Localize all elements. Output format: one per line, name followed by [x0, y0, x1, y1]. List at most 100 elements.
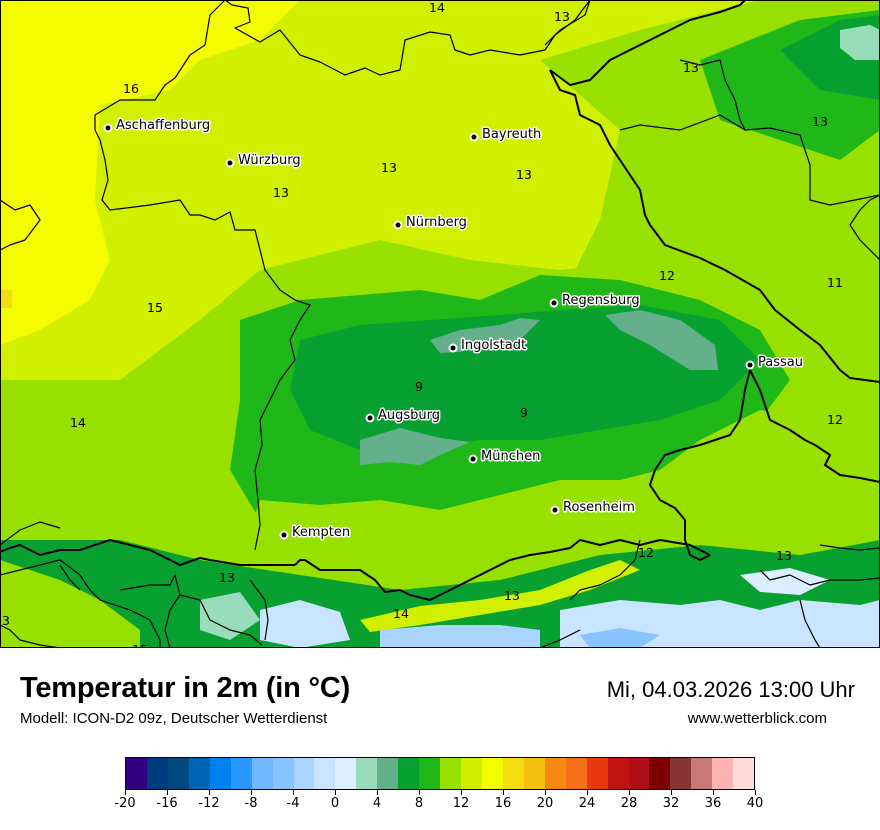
zone-16: [0, 0, 300, 345]
colorbar-tick-label: 32: [662, 796, 680, 811]
zone-alps-snow-1: [260, 600, 350, 648]
isotherm-labels: 14 13 13 16 13 13 13 13 12 11 15 9 12 14 9 12 13 13 13 14 3 1…: [2, 0, 843, 648]
colorbar-segment: [712, 758, 734, 789]
zone-alps-mint: [200, 592, 260, 640]
city-dot-icon: [551, 300, 557, 306]
zone-warm-spot: [0, 290, 12, 308]
colorbar-segment: [628, 758, 650, 789]
colorbar-tick: [209, 790, 210, 795]
colorbar-tick-label: 4: [372, 796, 382, 811]
colorbar-segment: [461, 758, 482, 789]
city-markers: Aschaffenburg Würzburg Bayreuth Nürnberg Reg…: [103, 117, 804, 542]
colorbar-segment: [126, 758, 147, 789]
isotherm-label: 14: [70, 415, 86, 430]
colorbar-tick-label: -8: [244, 796, 258, 811]
colorbar-tick: [335, 790, 336, 795]
colorbar-segment: [544, 758, 566, 789]
colorbar-segment: [356, 758, 378, 789]
city-mnchen[interactable]: München: [468, 448, 542, 466]
isotherm-label: 13: [776, 548, 792, 563]
city-label: Würzburg: [238, 153, 301, 168]
colorbar-segment: [419, 758, 441, 789]
isotherm-label: 13: [683, 60, 699, 75]
isotherm-label: 9: [415, 379, 423, 394]
temperature-map[interactable]: 14 13 13 16 13 13 13 13 12 11 15 9 12 14 9 12 13 13 13 14 3 1…: [0, 0, 880, 648]
colorbar-segment: [146, 758, 168, 789]
city-dot-icon: [552, 507, 558, 513]
colorbar-segment: [481, 758, 503, 789]
isotherm-label: 14: [393, 606, 409, 621]
colorbar-segment: [607, 758, 629, 789]
isotherm-label: 16: [123, 81, 139, 96]
isotherm-label: 13: [554, 9, 570, 24]
colorbar-segment: [691, 758, 713, 789]
city-dot-icon: [227, 160, 233, 166]
zone-6-ingolstadt: [430, 318, 540, 353]
colorbar-tick-label: 36: [704, 796, 722, 811]
isotherm-label: 13: [516, 167, 532, 182]
colorbar-segment: [272, 758, 294, 789]
city-dot-icon: [281, 532, 287, 538]
isotherm-label: 3: [2, 613, 10, 628]
colorbar-segment: [293, 758, 315, 789]
isotherm-label: 13: [381, 160, 397, 175]
zone-6-ne: [840, 25, 880, 60]
city-label: Ingolstadt: [461, 338, 526, 353]
isotherm-label: 15: [132, 642, 148, 648]
colorbar-tick: [503, 790, 504, 795]
colorbar-tick: [587, 790, 588, 795]
zone-alps-valley: [360, 560, 640, 632]
colorbar-segment: [565, 758, 587, 789]
city-kempten[interactable]: Kempten: [279, 524, 352, 542]
isotherm-label: 13: [219, 570, 235, 585]
colorbar-tick: [629, 790, 630, 795]
isotherm-label: 9: [520, 405, 528, 420]
colorbar-tick-label: -20: [114, 796, 136, 811]
colorbar-tick-label: 40: [746, 796, 764, 811]
isotherm-label: 13: [273, 185, 289, 200]
colorbar-segment: [230, 758, 252, 789]
zone-16-b: [0, 0, 120, 230]
city-nrnberg[interactable]: Nürnberg: [393, 214, 468, 232]
city-rosenheim[interactable]: Rosenheim: [550, 499, 636, 517]
isotherm-label: 13: [504, 588, 520, 603]
city-dot-icon: [470, 456, 476, 462]
colorbar-segment: [251, 758, 273, 789]
city-dot-icon: [471, 134, 477, 140]
colorbar-tick: [293, 790, 294, 795]
colorbar-tick-label: 16: [494, 796, 512, 811]
colorbar-segment: [733, 758, 755, 789]
isotherm-label: 14: [429, 0, 445, 15]
city-ingolstadt[interactable]: Ingolstadt: [448, 337, 528, 355]
city-dot-icon: [105, 125, 111, 131]
zone-alps-snow-2: [380, 625, 540, 648]
colorbar-tick-label: 0: [330, 796, 340, 811]
website-link[interactable]: www.wetterblick.com: [687, 710, 827, 727]
zone-6-augsburg: [360, 428, 470, 465]
city-label: Regensburg: [562, 293, 640, 308]
isotherm-label: 12: [659, 268, 675, 283]
city-label: Passau: [758, 355, 803, 370]
colorbar-segment: [377, 758, 399, 789]
city-label: Aschaffenburg: [116, 118, 210, 133]
city-aschaffenburg[interactable]: Aschaffenburg: [103, 117, 212, 135]
colorbar-segment: [649, 758, 671, 789]
colorbar-tick: [755, 790, 756, 795]
colorbar-tick: [671, 790, 672, 795]
colorbar-segment: [335, 758, 357, 789]
city-bayreuth[interactable]: Bayreuth: [469, 126, 543, 144]
model-subtitle: Modell: ICON-D2 09z, Deutscher Wetterdie…: [20, 710, 328, 727]
colorbar-tick: [713, 790, 714, 795]
colorbar-tick-label: -16: [156, 796, 178, 811]
colorbar-segment: [167, 758, 189, 789]
colorbar-segment: [398, 758, 420, 789]
city-passau[interactable]: Passau: [745, 354, 804, 372]
isotherm-label: 12: [827, 412, 843, 427]
colorbar-segment: [440, 758, 461, 789]
city-augsburg[interactable]: Augsburg: [365, 407, 442, 425]
city-wrzburg[interactable]: Würzburg: [225, 152, 302, 170]
city-regensburg[interactable]: Regensburg: [549, 292, 641, 310]
colorbar-tick-label: 20: [536, 796, 554, 811]
colorbar-tick-label: -4: [286, 796, 300, 811]
colorbar-tick: [545, 790, 546, 795]
